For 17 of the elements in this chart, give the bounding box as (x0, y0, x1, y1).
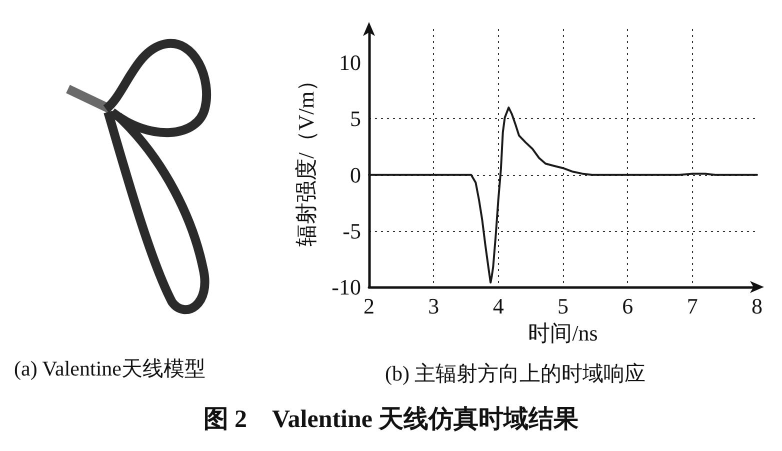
x-tick-label: 7 (686, 294, 698, 318)
text: (a) Valentine天线模型 (14, 356, 206, 380)
y-tick-label: 5 (350, 106, 361, 132)
y-tick-label: -5 (342, 218, 361, 244)
x-tick-label: 8 (752, 294, 762, 318)
text: (b) 主辐射方向上的时域响应 (385, 362, 646, 386)
y-tick-label: -10 (332, 274, 361, 300)
x-tick-label: 5 (558, 294, 568, 318)
y-tick-label: 0 (350, 162, 361, 188)
x-tick-label: 3 (428, 294, 440, 318)
y-axis-title: 辐射强度/（V/m） (294, 69, 318, 247)
x-tick-label: 2 (364, 294, 374, 318)
x-tick-label: 6 (622, 294, 634, 318)
x-axis-title: 时间/ns (528, 320, 598, 346)
x-tick-label: 4 (492, 294, 504, 318)
text: 图 2 Valentine 天线仿真时域结果 (203, 405, 579, 433)
y-tick-label: 10 (339, 50, 361, 76)
